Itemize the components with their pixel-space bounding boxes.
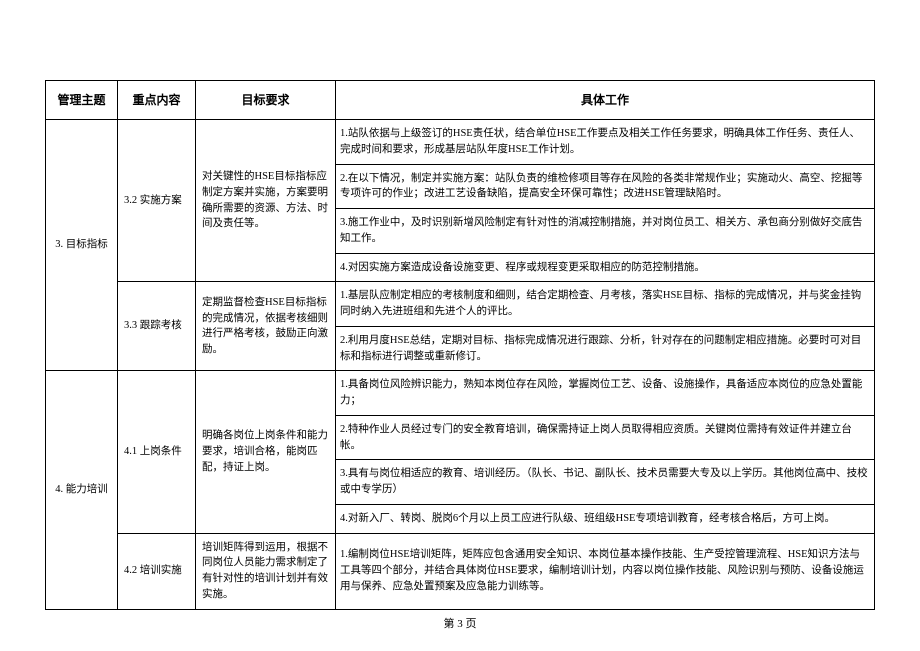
table-header-row: 管理主题 重点内容 目标要求 具体工作 [46,81,875,120]
cell-4-2-key: 4.2 培训实施 [118,533,196,609]
table-row: 3.3 跟踪考核 定期监督检查HSE目标指标的完成情况，依据考核细则进行严格考核… [46,282,875,327]
cell-3-3-w2: 2.利用月度HSE总结，定期对目标、指标完成情况进行跟踪、分析，针对存在的问题制… [336,326,875,371]
table-row: 4.2 培训实施 培训矩阵得到运用，根据不同岗位人员能力需求制定了有针对性的培训… [46,533,875,609]
cell-3-3-key: 3.3 跟踪考核 [118,282,196,371]
cell-3-3-target: 定期监督检查HSE目标指标的完成情况，依据考核细则进行严格考核，鼓励正向激励。 [196,282,336,371]
cell-3-2-key: 3.2 实施方案 [118,120,196,282]
header-key: 重点内容 [118,81,196,120]
cell-4-1-w2: 2.特种作业人员经过专门的安全教育培训，确保需持证上岗人员取得相应资质。关键岗位… [336,415,875,460]
cell-4-1-key: 4.1 上岗条件 [118,371,196,533]
cell-4-2-target: 培训矩阵得到运用，根据不同岗位人员能力需求制定了有针对性的培训计划并有效实施。 [196,533,336,609]
cell-4-1-target: 明确各岗位上岗条件和能力要求，培训合格，能岗匹配，持证上岗。 [196,371,336,533]
cell-theme-4: 4. 能力培训 [46,371,118,609]
page-number: 第 3 页 [0,615,920,631]
cell-3-2-w4: 4.对因实施方案造成设备设施变更、程序或规程变更采取相应的防范控制措施。 [336,253,875,282]
table-row: 4. 能力培训 4.1 上岗条件 明确各岗位上岗条件和能力要求，培训合格，能岗匹… [46,371,875,416]
cell-3-2-w3: 3.施工作业中，及时识别新增风险制定有针对性的消减控制措施，并对岗位员工、相关方… [336,209,875,254]
cell-4-2-w1: 1.编制岗位HSE培训矩阵，矩阵应包含通用安全知识、本岗位基本操作技能、生产受控… [336,533,875,609]
cell-4-1-w3: 3.具有与岗位相适应的教育、培训经历。（队长、书记、副队长、技术员需要大专及以上… [336,460,875,505]
cell-3-2-target: 对关键性的HSE目标指标应制定方案并实施，方案要明确所需要的资源、方法、时间及责… [196,120,336,282]
cell-3-3-w1: 1.基层队应制定相应的考核制度和细则，结合定期检查、月考核，落实HSE目标、指标… [336,282,875,327]
cell-3-2-w2: 2.在以下情况，制定并实施方案：站队负责的维检修项目等存在风险的各类非常规作业；… [336,164,875,209]
management-table: 管理主题 重点内容 目标要求 具体工作 3. 目标指标 3.2 实施方案 对关键… [45,80,875,610]
cell-3-2-w1: 1.站队依据与上级签订的HSE责任状，结合单位HSE工作要点及相关工作任务要求，… [336,120,875,165]
header-theme: 管理主题 [46,81,118,120]
header-work: 具体工作 [336,81,875,120]
cell-theme-3: 3. 目标指标 [46,120,118,371]
header-target: 目标要求 [196,81,336,120]
cell-4-1-w1: 1.具备岗位风险辨识能力，熟知本岗位存在风险，掌握岗位工艺、设备、设施操作，具备… [336,371,875,416]
cell-4-1-w4: 4.对新入厂、转岗、脱岗6个月以上员工应进行队级、班组级HSE专项培训教育，经考… [336,504,875,533]
table-row: 3. 目标指标 3.2 实施方案 对关键性的HSE目标指标应制定方案并实施，方案… [46,120,875,165]
